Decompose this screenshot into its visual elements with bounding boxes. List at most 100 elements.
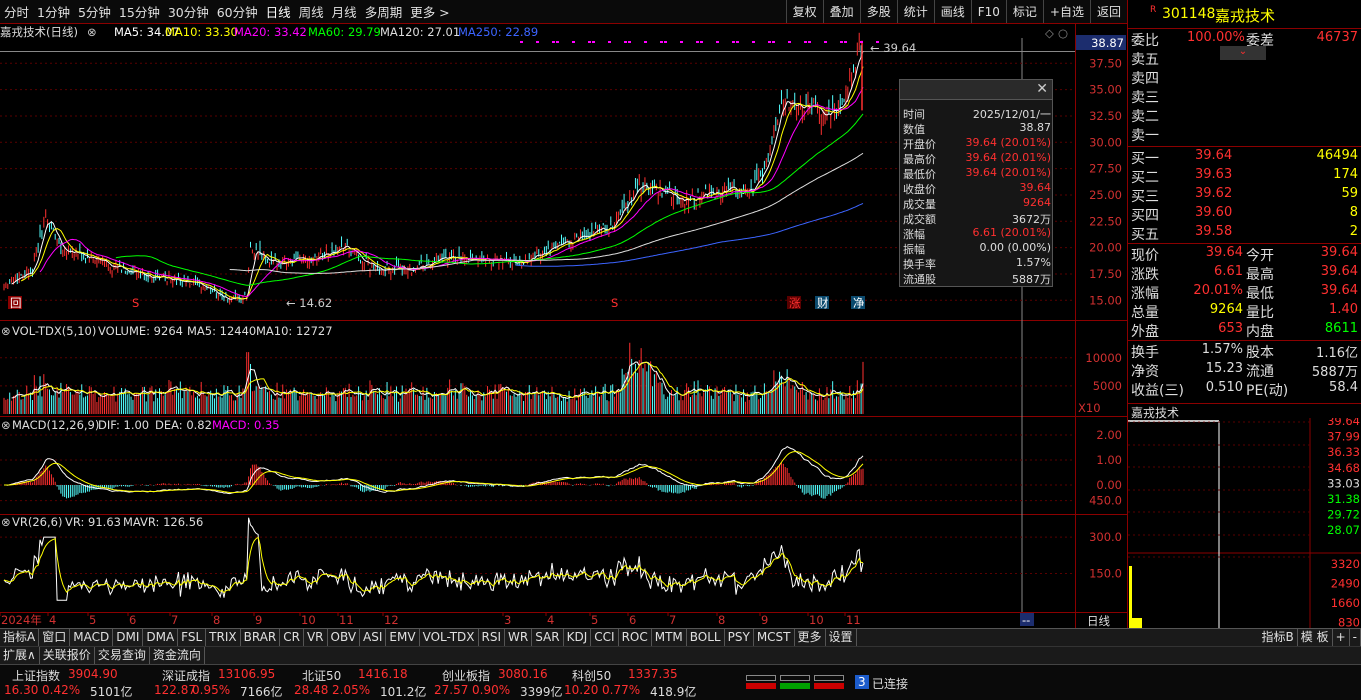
extension-tab-2[interactable]: 交易查询 [95,647,150,664]
stat2-label2-2: PE(动) [1246,383,1289,399]
toolbar-button-0[interactable]: 复权 [785,0,823,23]
stat-label2-0: 今开 [1246,248,1274,264]
vr-gear-icon: ⊗ [1,515,11,529]
indicator-tab-15[interactable]: WR [505,629,533,646]
popup-label-2: 开盘价 [903,138,936,151]
mini-title: 嘉戎技术 [1131,406,1180,420]
badge-bg-4 [815,296,829,309]
stat2-value-0: 1.57% [1201,342,1243,357]
data-popup: ✕ 时间 2025/12/01/一 数值 38.87 开盘价 39.64 (20.01%) 最… [899,79,1053,287]
date-label-4: 7 [171,613,178,627]
popup-label-9: 振幅 [903,243,925,256]
extension-tab-3[interactable]: 资金流向 [150,647,205,664]
popup-row-1: 数值 38.87 [900,121,1054,136]
indicator-right-tab-0[interactable]: 指标B [1259,629,1298,646]
period-tab-7[interactable]: 周线 [298,5,324,20]
period-tab-8[interactable]: 月线 [331,5,357,20]
event-dot-17 [732,41,735,43]
stat2-label2-1: 流通 [1246,364,1274,380]
toolbar-button-8[interactable]: 返回 [1089,0,1127,23]
index-name-0[interactable]: 上证指数 [12,669,61,683]
vr-legend-mavr: MAVR: 126.56 [123,515,203,529]
index-name-3[interactable]: 创业板指 [442,669,491,683]
indicator-tab-14[interactable]: RSI [479,629,506,646]
buy-price-1: 39.63 [1195,167,1233,182]
mini-vol-bar2 [1132,618,1142,636]
indicator-right-tab-3[interactable]: - [1350,629,1361,646]
indicator-tab-13[interactable]: VOL-TDX [420,629,479,646]
indicator-tab-16[interactable]: SAR [532,629,564,646]
period-tab-3[interactable]: 15分钟 [118,5,160,20]
mbar-top-0 [746,675,776,681]
indicator-tab-4[interactable]: DMA [143,629,179,646]
price-tick-1: 35.00 [1089,83,1122,97]
popup-label-10: 换手率 [903,258,936,271]
period-tab-2[interactable]: 5分钟 [77,5,111,20]
vr-legend-name: VR(26,6) [12,515,62,529]
indicator-right-tab-1[interactable]: 模 板 [1298,629,1333,646]
index-name-2[interactable]: 北证50 [302,669,342,683]
extension-tab-0[interactable]: 扩展∧ [0,647,40,664]
period-tab-9[interactable]: 多周期 [364,5,403,20]
mini-tick-8: 3320 [1331,557,1360,571]
indicator-tab-12[interactable]: EMV [386,629,420,646]
toolbar-button-4[interactable]: 画线 [933,0,971,23]
period-tab-0[interactable]: 分时 [4,5,30,20]
indicator-tab-8[interactable]: CR [280,629,304,646]
stat-value-3: 9264 [1209,302,1243,317]
stat-label-1: 涨跌 [1131,267,1159,283]
toolbar-button-5[interactable]: F10 [970,0,1006,23]
toolbar-button-7[interactable]: +自选 [1042,0,1090,23]
indicator-tab-10[interactable]: OBV [328,629,361,646]
period-tab-10[interactable]: 更多 > [410,5,450,20]
toolbar-button-1[interactable]: 叠加 [822,0,860,23]
toolbar-button-3[interactable]: 统计 [896,0,934,23]
period-tab-5[interactable]: 60分钟 [216,5,258,20]
extension-tab-1[interactable]: 关联报价 [40,647,95,664]
sell-label-0: 卖五 [1131,52,1159,68]
price-tick-5: 25.00 [1089,188,1122,202]
collapse-button[interactable]: ⌄ [1220,46,1266,60]
indicator-tab-9[interactable]: VR [304,629,328,646]
popup-label-4: 最低价 [903,168,936,181]
price-cursor-label: 38.87 [1091,36,1124,50]
legend-gear-icon: ⊗ [87,25,97,39]
indicator-right-tab-2[interactable]: + [1333,629,1350,646]
indicator-tab-3[interactable]: DMI [113,629,144,646]
indicator-tab-18[interactable]: CCI [591,629,619,646]
indicator-tab-20[interactable]: MTM [652,629,687,646]
indicator-tab-23[interactable]: MCST [754,629,795,646]
indicator-tab-1[interactable]: 窗口 [39,629,71,646]
indicator-tab-6[interactable]: TRIX [206,629,241,646]
main-legend-5: MA120: 27.01 [380,25,460,39]
period-tab-1[interactable]: 1分钟 [37,5,70,20]
indicator-tab-25[interactable]: 设置 [826,629,857,646]
toolbar-button-6[interactable]: 标记 [1005,0,1043,23]
popup-row-3: 最高价 39.64 (20.01%) [900,151,1054,166]
event-dot-13 [680,41,683,43]
close-icon[interactable]: ✕ [1036,81,1048,97]
popup-value-2: 39.64 (20.01%) [965,136,1051,149]
indicator-tab-19[interactable]: ROC [619,629,652,646]
indicator-tab-24[interactable]: 更多 [795,629,826,646]
popup-label-0: 时间 [903,108,925,121]
index-name-4[interactable]: 科创50 [572,669,612,683]
indicator-tab-21[interactable]: BOLL [687,629,725,646]
indicator-tab-5[interactable]: FSL [178,629,207,646]
date-label-1: 4 [49,613,56,627]
indicator-tab-17[interactable]: KDJ [564,629,592,646]
indicator-tab-22[interactable]: PSY [725,629,754,646]
indicator-tab-0[interactable]: 指标A [0,629,40,646]
period-tab-4[interactable]: 30分钟 [167,5,209,20]
indicator-tab-7[interactable]: BRAR [241,629,281,646]
event-dot-18 [736,41,739,43]
indicator-tab-2[interactable]: MACD [70,629,114,646]
period-tab-6[interactable]: 日线 [265,5,291,20]
weicha-value: 46737 [1316,30,1358,45]
indicator-tab-11[interactable]: ASI [360,629,387,646]
index-name-1[interactable]: 深证成指 [162,669,211,683]
date-cursor-label: -- [1022,613,1030,627]
toolbar-button-2[interactable]: 多股 [859,0,897,23]
stat-label-2: 涨幅 [1131,286,1159,302]
